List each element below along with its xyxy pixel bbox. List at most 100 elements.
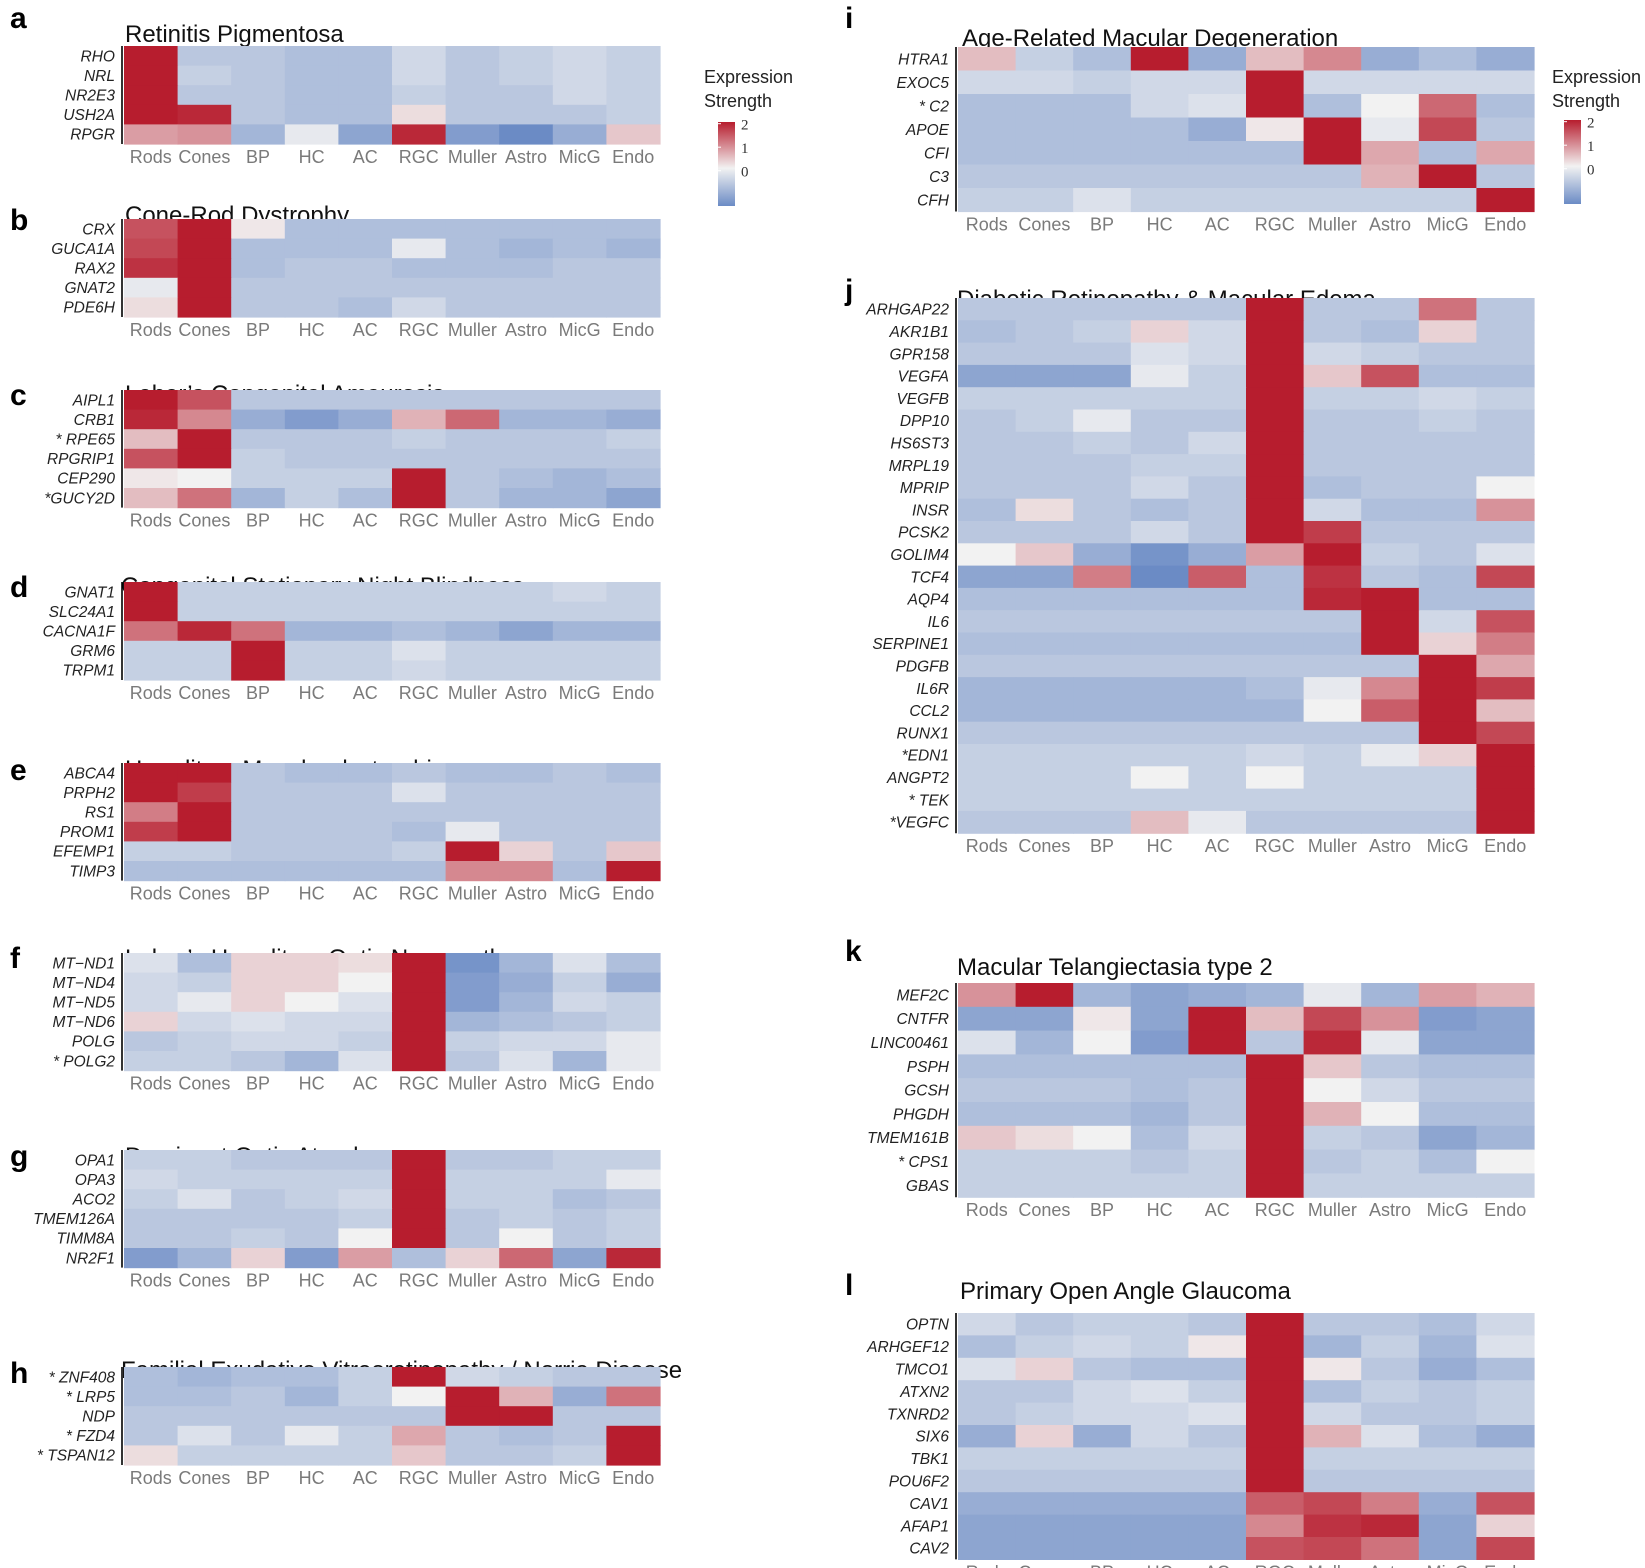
heatmap-cell [499,1367,554,1388]
heatmap-cell [124,1386,179,1407]
heatmap-cell [552,601,607,622]
heatmap-cell [1246,1335,1305,1359]
heatmap-cell [338,85,393,106]
heatmap-cell [1073,1469,1132,1493]
heatmap-cell [338,1406,393,1427]
heatmap-cell [1476,1054,1535,1079]
gene-label: MT−ND1 [53,955,115,972]
cell-type-label: MicG [559,884,601,904]
heatmap-cell [284,802,339,823]
heatmap-cell [1476,788,1535,812]
heatmap-cell [1303,1125,1362,1151]
heatmap-cell [552,972,607,993]
heatmap-cell [1476,364,1535,388]
heatmap-cell [284,85,339,106]
heatmap-cell [1476,565,1535,589]
heatmap-cell [1303,1492,1362,1516]
gene-label: PHGDH [893,1106,950,1123]
heatmap-cell [124,1228,179,1249]
gene-label: CEP290 [57,471,115,488]
heatmap-cell [177,1189,232,1210]
heatmap-cell [177,1367,232,1388]
heatmap-cell [499,802,554,823]
heatmap-cell [1303,1030,1362,1055]
gene-label: CCL2 [909,703,949,720]
gene-label: EFEMP1 [53,844,115,861]
heatmap-cell [606,409,661,430]
heatmap-cell [284,1228,339,1249]
heatmap-cell [1246,654,1305,678]
gene-label: * LRP5 [66,1389,115,1406]
heatmap-cell [1188,744,1247,767]
heatmap-cell [392,1228,447,1249]
heatmap-cell [1476,409,1535,433]
heatmap-cell [231,1228,286,1249]
heatmap-cell [499,1150,554,1171]
heatmap-cell [1476,1514,1535,1538]
cell-type-label: AC [1205,215,1230,235]
heatmap-cell [1015,188,1074,213]
heatmap-cell [552,1367,607,1388]
heatmap-cell [177,621,232,642]
heatmap-cell [1303,543,1362,567]
heatmap-cell [231,258,286,279]
heatmap-cell [606,1445,661,1466]
cell-type-label: BP [1090,215,1114,235]
heatmap-cell [1246,298,1305,321]
heatmap-cell [392,85,447,106]
heatmap-cell [1476,1078,1535,1103]
heatmap-cell [499,1406,554,1427]
heatmap-cell [1476,1425,1535,1448]
legend-title: Expression [704,67,793,87]
heatmap-cell [499,782,554,803]
gene-label: APOE [905,122,950,139]
heatmap-cell [1418,565,1477,589]
heatmap-cell [231,621,286,642]
heatmap-cell [499,409,554,430]
heatmap-cell [499,1189,554,1210]
cell-type-label: HC [299,884,325,904]
heatmap-cell [1476,1537,1535,1560]
gene-label: ARHGEF12 [866,1339,949,1356]
cell-type-label: Cones [178,320,230,340]
heatmap-cell [124,1169,179,1190]
heatmap-cell [958,1173,1017,1198]
heatmap-cell [499,238,554,259]
heatmap-cell [958,1149,1017,1174]
heatmap-cell [1188,1402,1247,1426]
heatmap-cell [338,972,393,993]
heatmap-cell [1303,1335,1362,1359]
heatmap-cell [552,1011,607,1032]
heatmap-cell [1073,766,1132,790]
heatmap-cell [177,104,232,125]
heatmap-cell [177,219,232,240]
heatmap-cell [1418,1313,1477,1336]
gene-label: * TSPAN12 [37,1448,115,1465]
gene-label: GRM6 [70,643,115,660]
heatmap-cell [1015,810,1074,834]
heatmap-cell [284,1011,339,1032]
panel-label: a [10,2,27,35]
cell-type-label: Astro [1369,215,1411,235]
heatmap-cell [606,861,661,882]
heatmap-cell [499,1208,554,1229]
heatmap-cell [1361,565,1420,589]
cell-type-label: MicG [559,320,601,340]
heatmap-cell [177,277,232,298]
cell-type-label: Cones [1018,215,1070,235]
heatmap-cell [284,861,339,882]
heatmap-cell [1246,1447,1305,1471]
heatmap-cell [499,46,554,67]
gene-label: INSR [912,502,949,519]
cell-type-label: Astro [505,1074,547,1094]
heatmap-cell [1130,654,1189,678]
legend-title: Strength [704,91,772,111]
heatmap-cell [392,488,447,509]
heatmap-cell [231,861,286,882]
heatmap-cell [1130,1006,1189,1032]
heatmap-cell [392,46,447,67]
heatmap-cell [1015,788,1074,812]
heatmap-cell [1418,1054,1477,1079]
heatmap-cell [1246,543,1305,567]
heatmap-cell [1303,677,1362,700]
